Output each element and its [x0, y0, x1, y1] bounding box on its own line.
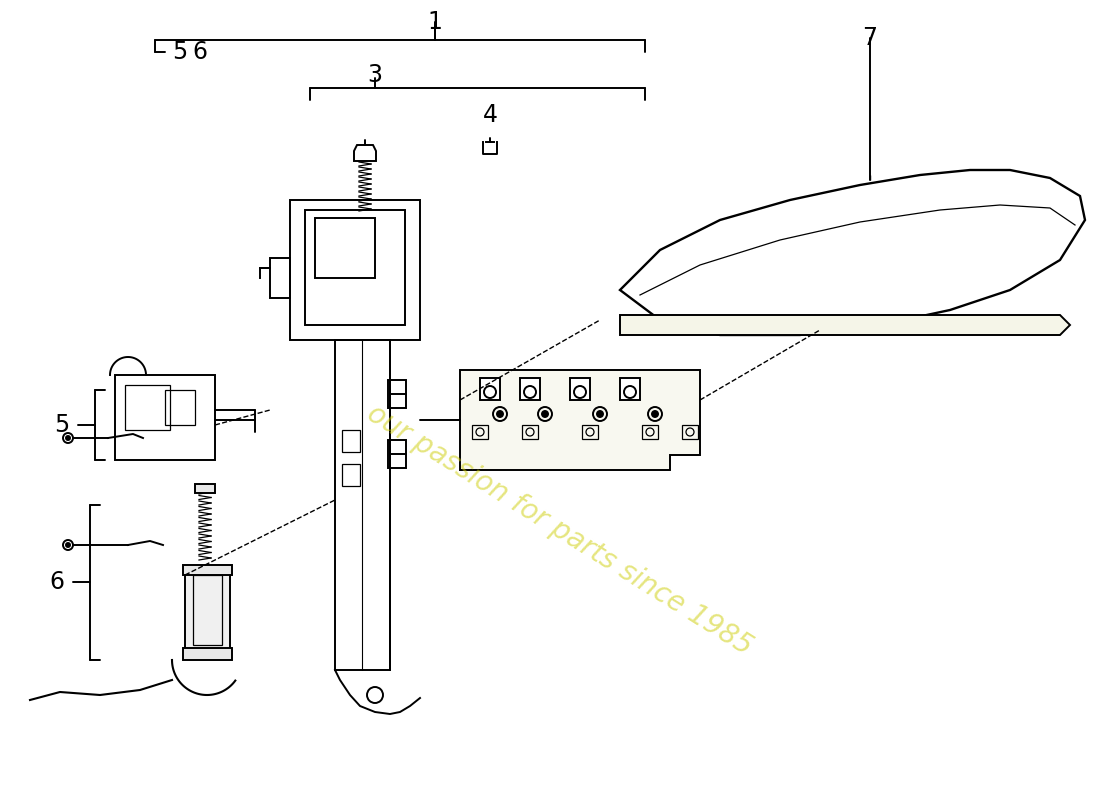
- Bar: [116, 375, 214, 460]
- Bar: [388, 440, 406, 468]
- Bar: [336, 340, 390, 670]
- Text: 4: 4: [483, 103, 497, 127]
- Bar: [642, 425, 658, 439]
- Bar: [620, 378, 640, 400]
- Bar: [195, 484, 214, 493]
- Polygon shape: [620, 170, 1085, 335]
- Bar: [520, 378, 540, 400]
- Text: 5: 5: [172, 40, 187, 64]
- Polygon shape: [620, 315, 1070, 335]
- Bar: [342, 464, 360, 486]
- Bar: [183, 648, 232, 660]
- Bar: [125, 385, 170, 430]
- Bar: [192, 575, 222, 645]
- Polygon shape: [460, 370, 700, 470]
- Text: 3: 3: [367, 63, 383, 87]
- Text: 6: 6: [50, 570, 65, 594]
- Bar: [682, 425, 698, 439]
- Circle shape: [497, 411, 503, 417]
- Text: our passion for parts since 1985: our passion for parts since 1985: [362, 399, 758, 661]
- Circle shape: [66, 543, 70, 547]
- Text: 5: 5: [54, 413, 69, 437]
- Bar: [315, 218, 375, 278]
- Bar: [480, 378, 501, 400]
- Bar: [305, 210, 405, 325]
- Bar: [582, 425, 598, 439]
- Circle shape: [542, 411, 548, 417]
- Bar: [472, 425, 488, 439]
- Circle shape: [652, 411, 658, 417]
- Bar: [290, 200, 420, 340]
- Text: 7: 7: [862, 26, 878, 50]
- Bar: [165, 390, 195, 425]
- Text: 1: 1: [428, 10, 442, 34]
- Bar: [570, 378, 590, 400]
- Text: 6: 6: [192, 40, 207, 64]
- Polygon shape: [354, 145, 376, 161]
- Circle shape: [597, 411, 603, 417]
- Bar: [270, 258, 290, 298]
- Bar: [185, 570, 230, 650]
- Bar: [342, 430, 360, 452]
- Bar: [183, 565, 232, 575]
- Circle shape: [66, 436, 70, 440]
- Bar: [522, 425, 538, 439]
- Bar: [388, 380, 406, 408]
